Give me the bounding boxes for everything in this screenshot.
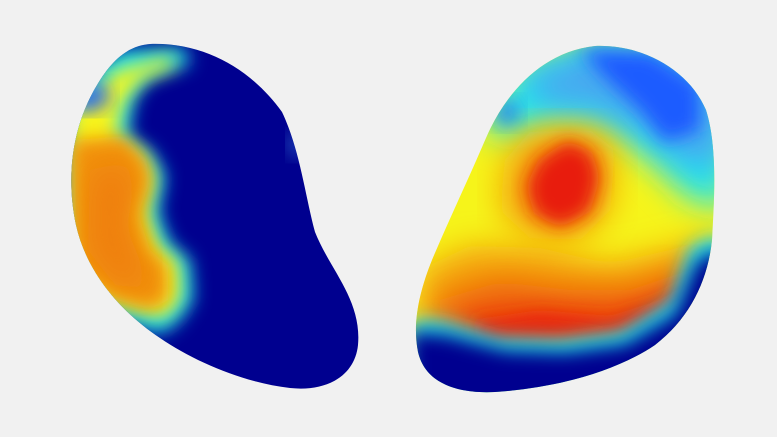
right-heart-map: [415, 45, 715, 393]
left-heart-map: [71, 43, 359, 389]
